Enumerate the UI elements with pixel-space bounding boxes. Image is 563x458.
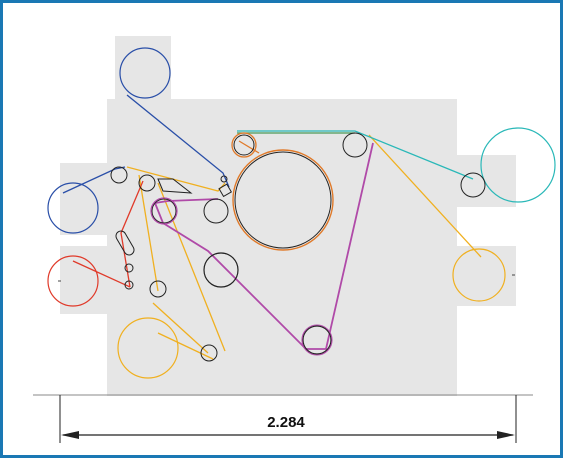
yellow-unwind-roll xyxy=(117,317,179,379)
roller-left-small xyxy=(110,166,128,184)
yellow-web-lower-a xyxy=(152,302,209,354)
dancer-roller xyxy=(115,230,135,256)
roller-mid-right xyxy=(203,198,229,224)
roller-large-lower xyxy=(203,252,239,288)
yellow-web-upper xyxy=(126,166,226,192)
guide-block xyxy=(218,183,233,198)
machine-layout-diagram: 2.284 xyxy=(33,36,556,443)
yellow-web-diag xyxy=(157,182,226,352)
body-left-upper xyxy=(60,163,120,235)
yellow-web-drop xyxy=(138,174,159,292)
roller-right-teal xyxy=(460,172,486,198)
blue-unwind-roll-top xyxy=(119,47,171,99)
web-paths xyxy=(62,94,482,360)
magenta-web xyxy=(154,142,374,350)
roller-left-small-2 xyxy=(138,174,156,192)
dimension-arrow-left xyxy=(61,431,79,439)
yellow-rewind-roll xyxy=(452,248,506,302)
teal-rewind-roll xyxy=(480,127,556,203)
magenta-web-top xyxy=(154,198,219,204)
dimension-annotation: 2.284 xyxy=(59,395,517,443)
roller-tiny-a xyxy=(124,263,134,273)
central-drum-inner xyxy=(234,151,332,249)
body-top-extension xyxy=(115,36,171,104)
body-left-lower xyxy=(60,246,120,314)
roller-top-right xyxy=(342,132,368,158)
roller-tiny-b xyxy=(124,280,134,290)
roller-top-left xyxy=(233,134,255,156)
dimension-value: 2.284 xyxy=(267,414,305,431)
roller-bottom-center xyxy=(302,325,332,355)
roller-bottom-left xyxy=(200,344,218,362)
roller-bottom-center-magenta xyxy=(301,324,333,356)
yellow-web-lower-b xyxy=(157,332,214,360)
roller-lower-left xyxy=(149,280,167,298)
central-drum-outer xyxy=(232,149,334,251)
roller-mid-left xyxy=(151,198,177,224)
blue-unwind-roll-left xyxy=(47,182,99,234)
teal-web xyxy=(237,130,474,180)
roller-nip-small xyxy=(220,175,228,183)
blade-shape xyxy=(157,178,193,194)
blue-web-top xyxy=(126,94,230,188)
red-unwind-roll xyxy=(47,255,99,307)
red-web-a xyxy=(120,180,144,288)
roller-mid-left-magenta xyxy=(150,197,178,225)
dimension-arrow-right xyxy=(497,431,515,439)
rollers xyxy=(47,47,556,379)
yellow-web-right xyxy=(368,134,482,258)
orange-web xyxy=(238,140,260,154)
roller-top-left-orange xyxy=(231,132,257,158)
red-web-b xyxy=(72,260,131,288)
